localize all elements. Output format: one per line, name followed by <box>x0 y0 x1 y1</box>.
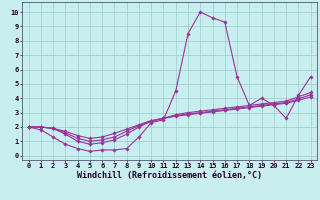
X-axis label: Windchill (Refroidissement éolien,°C): Windchill (Refroidissement éolien,°C) <box>77 171 262 180</box>
